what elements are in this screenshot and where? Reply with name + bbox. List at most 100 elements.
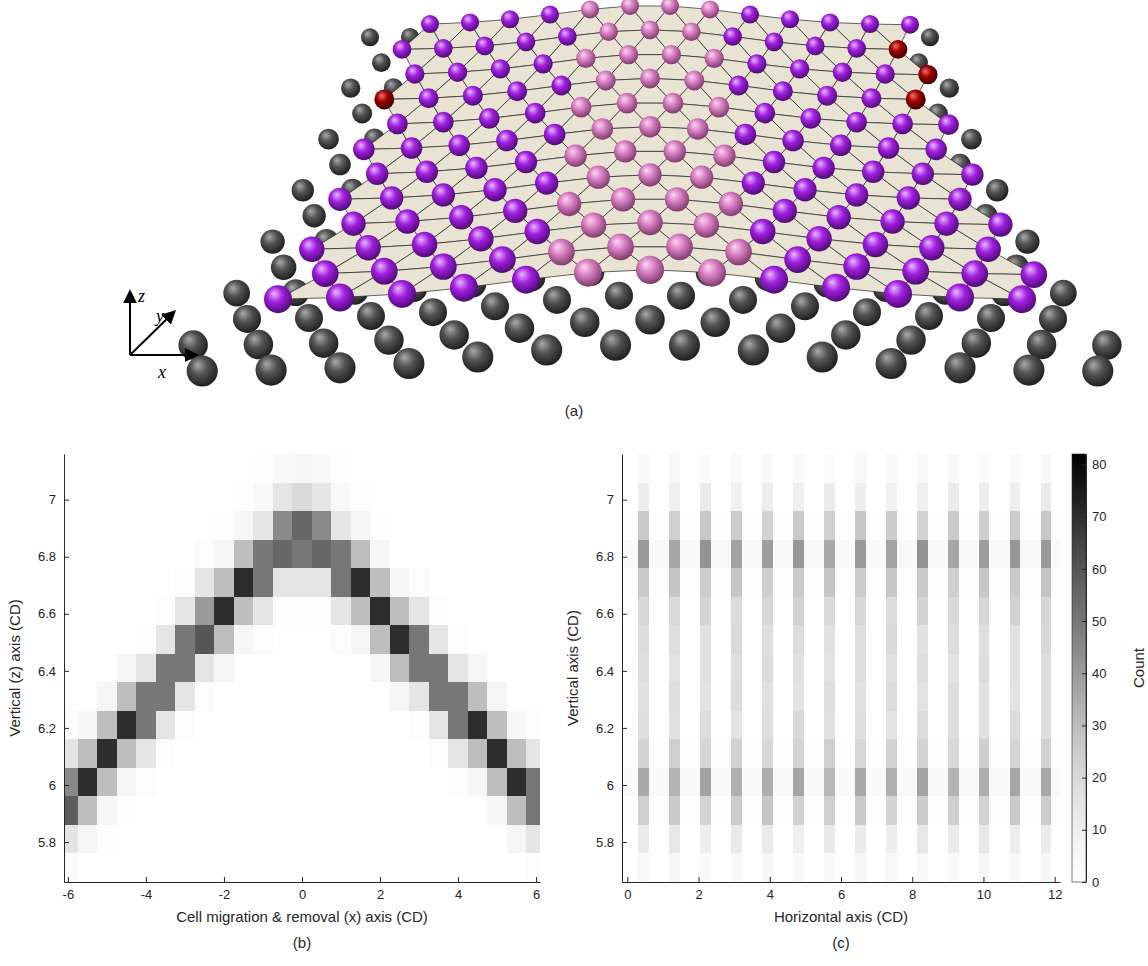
- axis-line: [622, 455, 623, 883]
- tick-mark: [1082, 464, 1086, 465]
- heatmap-cell: [487, 682, 507, 711]
- heatmap-cell: [897, 540, 917, 569]
- heatmap-cell: [448, 625, 468, 654]
- cell-sphere: [961, 163, 983, 185]
- cell-sphere: [421, 15, 439, 33]
- cell-sphere: [977, 304, 1005, 332]
- heatmap-cell: [1010, 454, 1021, 483]
- heatmap-cell: [959, 739, 979, 768]
- heatmap-cell: [917, 483, 928, 512]
- heatmap-cell: [370, 625, 390, 654]
- cell-sphere: [587, 166, 610, 189]
- heatmap-cell: [700, 739, 711, 768]
- heatmap-cell: [78, 825, 98, 854]
- heatmap-cell: [195, 454, 215, 483]
- heatmap-cell: [959, 483, 979, 512]
- heatmap-cell: [917, 682, 928, 711]
- heatmap-cell: [64, 568, 78, 597]
- heatmap-cell: [195, 796, 215, 825]
- heatmap-cell: [1051, 825, 1060, 854]
- cell-sphere: [366, 163, 388, 185]
- heatmap-cell: [370, 483, 390, 512]
- cell-sphere: [763, 151, 785, 173]
- heatmap-cell: [959, 682, 979, 711]
- heatmap-cell: [1041, 825, 1052, 854]
- heatmap-cell: [680, 853, 700, 882]
- heatmap-cell: [793, 739, 804, 768]
- heatmap-cell: [234, 511, 254, 540]
- heatmap-cell: [649, 711, 669, 740]
- heatmap-cell: [273, 853, 293, 882]
- heatmap-cell: [175, 597, 195, 626]
- heatmap-cell: [487, 511, 507, 540]
- heatmap-cell: [928, 739, 948, 768]
- tick-mark: [1082, 830, 1086, 831]
- heatmap-cell: [175, 625, 195, 654]
- tick: 7: [607, 492, 627, 507]
- heatmap-cell: [195, 540, 215, 569]
- heatmap-cell: [273, 540, 293, 569]
- cell-sphere: [896, 325, 925, 354]
- heatmap-cell: [917, 654, 928, 683]
- heatmap-cell: [711, 454, 731, 483]
- heatmap-cell: [622, 825, 638, 854]
- cell-sphere: [564, 144, 586, 166]
- cell-sphere: [599, 22, 618, 41]
- cell-sphere: [299, 237, 324, 262]
- heatmap-cell: [78, 597, 98, 626]
- heatmap-cell: [917, 454, 928, 483]
- heatmap-cell: [273, 568, 293, 597]
- heatmap-cell: [804, 597, 824, 626]
- heatmap-cell: [234, 597, 254, 626]
- heatmap-cell: [1041, 853, 1052, 882]
- heatmap-cell: [804, 540, 824, 569]
- cell-sphere: [862, 161, 884, 183]
- heatmap-cell: [351, 853, 371, 882]
- heatmap-cell: [390, 597, 410, 626]
- heatmap-cell: [331, 654, 351, 683]
- cell-sphere: [481, 292, 509, 320]
- cell-sphere: [605, 282, 633, 310]
- heatmap-cell: [1041, 511, 1052, 540]
- heatmap-cell: [804, 825, 824, 854]
- heatmap-cell: [1020, 654, 1040, 683]
- heatmap-cell: [409, 711, 429, 740]
- heatmap-cell: [742, 511, 762, 540]
- heatmap-cell: [886, 654, 897, 683]
- heatmap-cell: [979, 625, 990, 654]
- heatmap-cell: [234, 483, 254, 512]
- heatmap-cell: [234, 682, 254, 711]
- x-axis-title: Cell migration & removal (x) axis (CD): [176, 908, 428, 925]
- cell-sphere: [507, 81, 527, 101]
- heatmap-cell: [866, 739, 886, 768]
- heatmap-cell: [762, 768, 773, 797]
- cell-sphere: [902, 258, 929, 285]
- heatmap-cell: [835, 739, 855, 768]
- heatmap-cell: [793, 454, 804, 483]
- heatmap-cell: [526, 825, 540, 854]
- heatmap-cell: [622, 540, 638, 569]
- heatmap-cell: [959, 568, 979, 597]
- cell-sphere: [401, 137, 423, 159]
- tick-label: 6.8: [596, 549, 614, 564]
- heatmap-cell: [156, 568, 176, 597]
- cell-sphere: [713, 144, 735, 166]
- heatmap-cell: [117, 540, 137, 569]
- heatmap-cell: [351, 597, 371, 626]
- cell-sphere: [682, 22, 701, 41]
- tick-label: -4: [141, 887, 153, 902]
- heatmap-cell: [669, 511, 680, 540]
- heatmap-cell: [742, 568, 762, 597]
- heatmap-cell: [917, 711, 928, 740]
- heatmap-cell: [526, 739, 540, 768]
- heatmap-cell: [989, 625, 1009, 654]
- colorbar: [1072, 454, 1086, 882]
- tick-mark: [841, 877, 842, 882]
- heatmap-cell: [1010, 768, 1021, 797]
- heatmap-cell: [711, 682, 731, 711]
- heatmap-cell: [989, 597, 1009, 626]
- heatmap-cell: [855, 768, 866, 797]
- heatmap-cell: [1051, 654, 1060, 683]
- heatmap-cell: [680, 768, 700, 797]
- heatmap-cell: [429, 654, 449, 683]
